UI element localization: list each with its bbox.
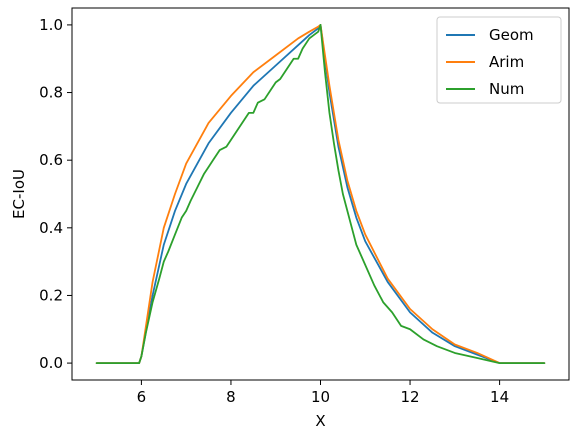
plot-frame <box>71 7 570 381</box>
y-tick-label: 0.6 <box>39 151 63 169</box>
legend-box <box>436 16 562 104</box>
x-tick-label: 12 <box>401 388 420 406</box>
y-tick-label: 0.8 <box>39 84 63 102</box>
y-tick-label: 0.4 <box>39 219 63 237</box>
legend-label-geom: Geom <box>489 26 534 44</box>
x-tick-label: 8 <box>226 388 236 406</box>
legend-label-arim: Arim <box>489 53 524 71</box>
x-tick-label: 6 <box>137 388 147 406</box>
series-line-geom <box>95 24 546 364</box>
y-axis-label: EC-IoU <box>10 169 28 219</box>
y-tick-label: 0.0 <box>39 354 63 372</box>
x-tick-label: 10 <box>311 388 330 406</box>
y-tick-label: 1.0 <box>39 16 63 34</box>
series-layer <box>95 24 546 364</box>
ticks-layer: 6 8 10 12 14 0.0 0.2 0.4 0.6 0.8 1.0 <box>39 16 509 406</box>
legend: Geom Arim Num <box>436 16 562 104</box>
x-tick-label: 14 <box>490 388 509 406</box>
series-line-num <box>95 24 546 364</box>
x-axis-label: X <box>315 412 325 430</box>
series-line-arim <box>95 24 546 364</box>
y-tick-label: 0.2 <box>39 286 63 304</box>
legend-label-num: Num <box>489 80 524 98</box>
